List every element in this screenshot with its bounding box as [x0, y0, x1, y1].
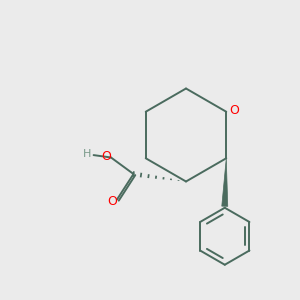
Polygon shape — [222, 158, 228, 206]
Text: O: O — [108, 195, 117, 208]
Text: H: H — [83, 149, 91, 159]
Text: O: O — [229, 104, 239, 117]
Text: O: O — [102, 149, 111, 163]
